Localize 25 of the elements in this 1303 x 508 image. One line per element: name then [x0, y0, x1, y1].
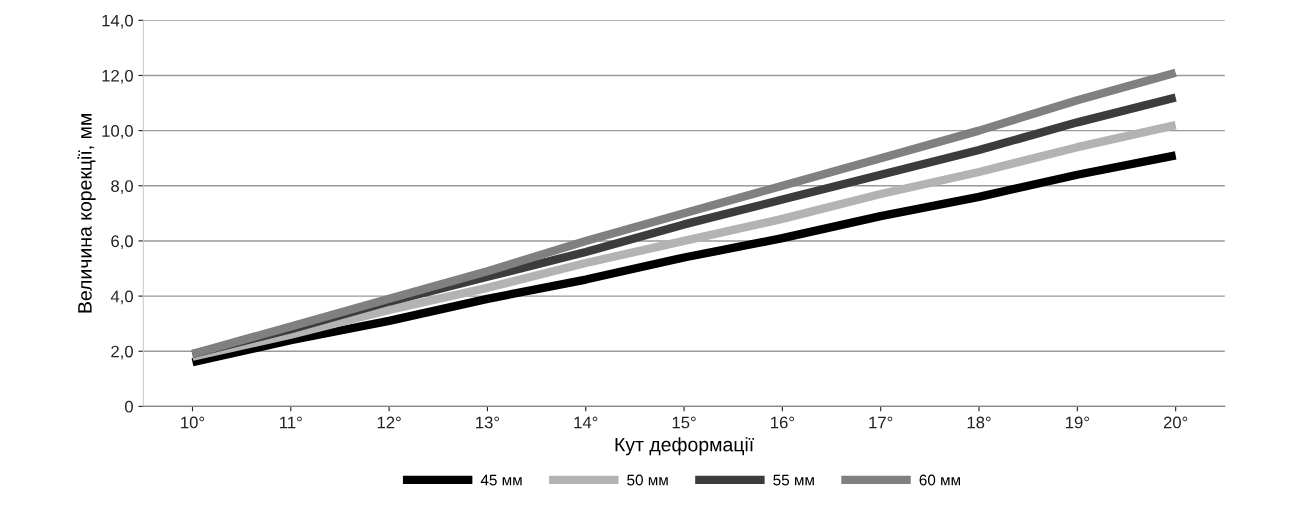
y-tick-label: 10,0 [102, 125, 133, 139]
x-tick-label: 14° [574, 416, 598, 429]
y-tick-label: 4,0 [110, 290, 133, 305]
x-tick-label: 16° [771, 416, 794, 429]
y-axis-title: Величина корекції, мм [77, 114, 96, 313]
y-tick-label: 0 [124, 400, 133, 413]
y-tick-label: 2,0 [111, 345, 133, 360]
x-tick-label: 15° [672, 416, 696, 429]
legend-label: 55 мм [773, 474, 814, 486]
legend-label: 45 мм [480, 474, 522, 486]
x-tick-label: 12° [377, 416, 401, 429]
legend-label: 60 мм [919, 474, 961, 486]
x-tick-label: 13° [476, 416, 500, 429]
x-tick-label: 11° [280, 416, 302, 429]
y-tick-label: 8,0 [111, 180, 133, 194]
y-tick-label: 14,0 [102, 14, 133, 29]
x-tick-label: 19° [1066, 416, 1089, 429]
legend-label: 50 мм [627, 474, 668, 486]
y-tick-label: 6,0 [111, 235, 133, 250]
y-tick-label: 12,0 [102, 69, 133, 84]
x-tick-label: 10° [181, 416, 205, 429]
x-tick-label: 17° [869, 416, 893, 429]
x-tick-label: 18° [967, 416, 991, 429]
x-tick-label: 20° [1163, 416, 1188, 429]
x-axis-title: Кут деформації [615, 437, 754, 456]
